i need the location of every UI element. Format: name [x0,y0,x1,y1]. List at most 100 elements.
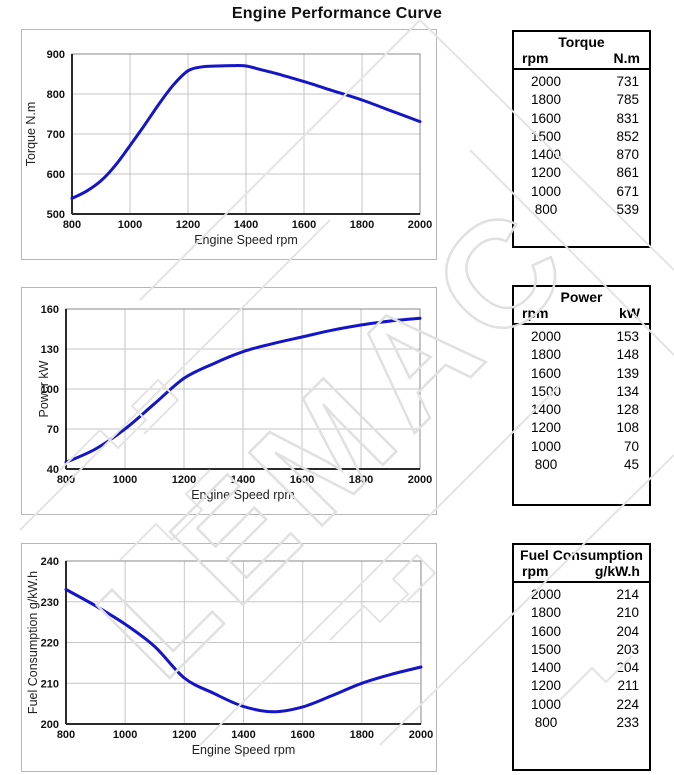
rpm-cell: 1500 [530,641,562,657]
x-tick-label: 2000 [409,729,433,741]
x-tick-label: 1600 [290,474,314,486]
table-row: 1500 852 [514,128,649,146]
table-row: 1500 203 [514,641,649,659]
x-tick-label: 1000 [113,729,137,741]
unit-column-header: g/kW.h [594,563,640,579]
rpm-column-header: rpm [522,50,549,66]
value-cell: 870 [616,147,639,163]
y-tick-label: 230 [41,597,59,609]
rpm-cell: 1600 [530,623,562,639]
table-rows: 2000 153 1800 148 1600 139 1500 134 1400 128 1200 1… [514,325,649,474]
table-rows: 2000 214 1800 210 1600 204 1500 203 1400 204 1200 2… [514,583,649,732]
rpm-cell: 1000 [530,183,562,199]
table-row: 1500 134 [514,383,649,401]
power-chart: 800 1000 1200 1400 1600 1800 20004070100130160… [37,304,432,502]
table-row: 800 233 [514,714,649,732]
y-tick-label: 240 [41,556,59,568]
y-tick-label: 800 [47,89,65,101]
y-tick-label: 200 [41,719,59,731]
value-cell: 148 [616,347,639,363]
value-cell: 108 [616,420,639,436]
rpm-cell: 800 [534,715,558,731]
x-tick-label: 1400 [234,219,258,231]
rpm-cell: 1200 [530,678,562,694]
y-axis-label: Torque N.m [24,102,38,167]
x-tick-label: 1200 [176,219,200,231]
rpm-cell: 1400 [530,402,562,418]
torque-table: Torque rpm N.m 2000 731 1800 785 1600 831 1500… [512,30,651,248]
torque-chart-panel: 800 1000 1200 1400 1600 1800 2000 500 600 700 800 9… [21,29,437,260]
y-tick-label: 500 [47,209,65,221]
table-row: 1000 70 [514,438,649,456]
y-axis-label: Fuel Consumption g/kW.h [26,571,40,714]
rpm-cell: 1800 [530,347,562,363]
x-tick-label: 1600 [290,729,314,741]
table-row: 1200 211 [514,677,649,695]
rpm-cell: 1800 [530,605,562,621]
table-row: 1400 204 [514,659,649,677]
x-tick-label: 1000 [118,219,142,231]
x-tick-label: 1200 [172,474,196,486]
table-row: 1600 204 [514,623,649,641]
value-cell: 224 [616,696,639,712]
x-tick-label: 1000 [113,474,137,486]
value-cell: 134 [616,383,639,399]
y-tick-label: 600 [47,169,65,181]
table-row: 2000 153 [514,328,649,346]
table-row: 1000 224 [514,696,649,714]
x-tick-label: 800 [57,729,75,741]
fuel-consumption-table: Fuel Consumption rpm g/kW.h 2000 214 1800 2… [512,543,651,771]
value-cell: 203 [616,641,639,657]
fuel-consumption-chart-panel: 800 1000 1200 1400 1600 1800 2000 200 210 220 230 2… [21,543,437,772]
x-tick-label: 2000 [408,219,432,231]
value-cell: 785 [616,92,639,108]
table-column-headers: rpm g/kW.h [514,563,649,583]
value-cell: 153 [616,329,639,344]
table-row: 1200 108 [514,419,649,437]
rpm-cell: 1500 [530,383,562,399]
unit-column-header: N.m [613,50,640,66]
rpm-column-header: rpm [522,305,549,321]
x-tick-label: 800 [57,474,75,486]
rpm-cell: 1400 [530,147,562,163]
value-cell: 139 [616,365,639,381]
value-cell: 210 [616,605,639,621]
torque-chart: 800 1000 1200 1400 1600 1800 2000 500 600 700 800 9… [24,49,432,247]
value-cell: 539 [616,202,639,218]
value-cell: 204 [616,623,639,639]
table-row: 2000 214 [514,586,649,604]
rpm-cell: 1000 [530,438,562,454]
rpm-cell: 1800 [530,92,562,108]
unit-column-header: kW [619,305,640,321]
x-axis-label: Engine Speed rpm [191,488,295,502]
x-tick-label: 1400 [231,729,255,741]
x-axis-label: Engine Speed rpm [194,233,298,247]
rpm-column-header: rpm [522,563,549,579]
y-tick-label: 210 [41,678,59,690]
rpm-cell: 1600 [530,365,562,381]
y-tick-label: 700 [47,129,65,141]
value-cell: 211 [617,678,639,694]
value-cell: 233 [616,715,639,731]
rpm-cell: 2000 [530,587,562,602]
value-cell: 831 [616,110,639,126]
rpm-cell: 1200 [530,165,562,181]
rpm-cell: 1200 [530,420,562,436]
rpm-cell: 1000 [530,696,562,712]
table-row: 1400 128 [514,401,649,419]
table-title: Torque [558,34,605,50]
table-row: 800 539 [514,201,649,219]
table-row: 1800 148 [514,346,649,364]
x-tick-label: 800 [63,219,81,231]
x-tick-label: 1800 [349,474,373,486]
rpm-cell: 1400 [530,660,562,676]
table-row: 2000 731 [514,73,649,91]
x-tick-label: 1200 [172,729,196,741]
power-table: Power rpm kW 2000 153 1800 148 1600 139 1500 13… [512,285,651,506]
x-tick-label: 2000 [408,474,432,486]
value-cell: 45 [623,457,639,473]
table-rows: 2000 731 1800 785 1600 831 1500 852 1400 870 1200 8… [514,70,649,219]
table-title: Fuel Consumption [520,547,643,563]
table-title: Power [560,289,603,305]
y-tick-label: 40 [47,464,59,476]
